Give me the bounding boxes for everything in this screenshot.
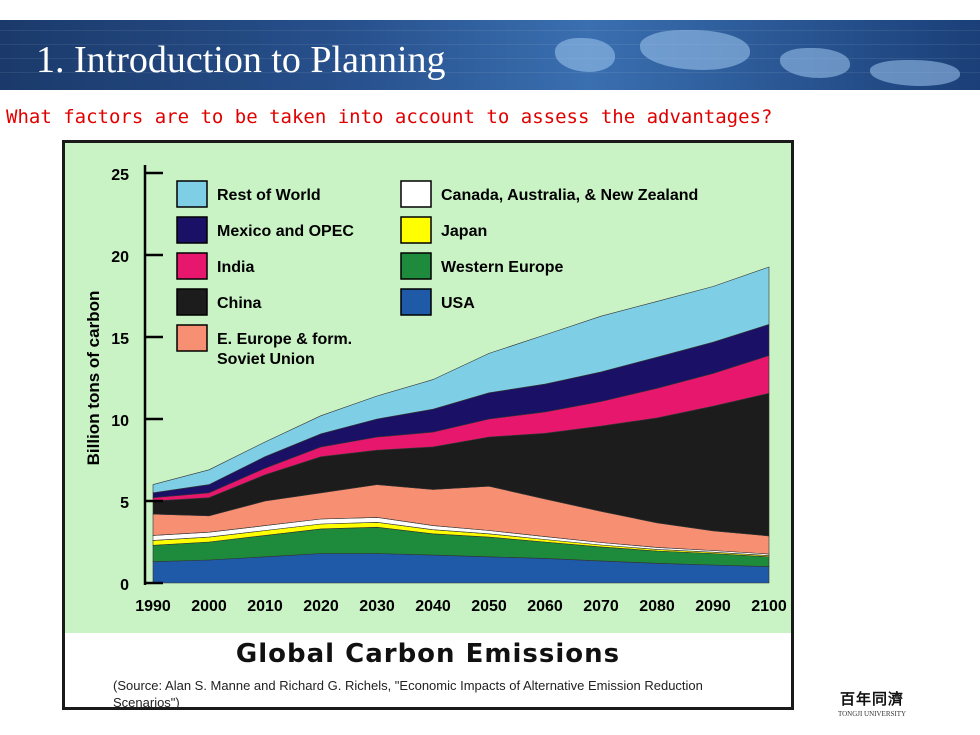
legend-label: Mexico and OPEC bbox=[217, 223, 354, 240]
logo-english-text: TONGJI UNIVERSITY bbox=[837, 710, 907, 718]
slide-question: What factors are to be taken into accoun… bbox=[6, 106, 773, 128]
university-logo: 百年同濟 TONGJI UNIVERSITY bbox=[812, 688, 932, 718]
legend-label: USA bbox=[441, 295, 475, 312]
legend-label: China bbox=[217, 295, 262, 312]
slide-title: 1. Introduction to Planning bbox=[36, 39, 446, 81]
legend-label: Japan bbox=[441, 223, 487, 240]
legend-label: India bbox=[217, 259, 254, 276]
y-tick-label: 20 bbox=[111, 249, 129, 266]
legend-swatch-canada-australia-new-zealand bbox=[400, 180, 432, 208]
legend-label: Rest of World bbox=[217, 187, 321, 204]
slide-title-bar: 1. Introduction to Planning bbox=[0, 20, 980, 90]
area-rest-of-world bbox=[152, 266, 770, 494]
x-tick-label: 2090 bbox=[695, 598, 731, 615]
chart-frame: 0 5 10 15 20 25 1990 2000 2010 2020 2030 2040 2050 20… bbox=[62, 140, 794, 710]
x-tick-label: 2080 bbox=[639, 598, 675, 615]
y-tick-label: 0 bbox=[120, 577, 129, 594]
x-tick-label: 2000 bbox=[191, 598, 227, 615]
legend-swatch-rest-of-world bbox=[176, 180, 208, 208]
x-tick-label: 2100 bbox=[751, 598, 787, 615]
legend-swatch-western-europe bbox=[400, 252, 432, 280]
x-tick-label: 2060 bbox=[527, 598, 563, 615]
y-axis-label: Billion tons of carbon bbox=[84, 291, 103, 466]
logo-chinese-text: 百年同濟 bbox=[839, 690, 904, 708]
world-map-graphic bbox=[555, 38, 615, 72]
y-tick-label: 25 bbox=[111, 167, 129, 184]
x-tick-label: 2040 bbox=[415, 598, 451, 615]
legend-swatch-japan bbox=[400, 216, 432, 244]
x-tick-label: 2010 bbox=[247, 598, 283, 615]
legend-label: Western Europe bbox=[441, 259, 564, 276]
legend-label: Soviet Union bbox=[217, 351, 315, 368]
legend-swatch-mexico-and-opec bbox=[176, 216, 208, 244]
y-tick-label: 15 bbox=[111, 331, 129, 348]
stacked-area-chart: 0 5 10 15 20 25 1990 2000 2010 2020 2030 2040 2050 20… bbox=[84, 165, 787, 615]
x-tick-label: 2020 bbox=[303, 598, 339, 615]
x-tick-label: 2050 bbox=[471, 598, 507, 615]
chart-title: Global Carbon Emissions bbox=[235, 639, 621, 669]
legend-swatch-e-europe-form-soviet-union bbox=[176, 324, 208, 352]
legend-swatch-china bbox=[176, 288, 208, 316]
legend-swatch-india bbox=[176, 252, 208, 280]
x-tick-label: 2030 bbox=[359, 598, 395, 615]
y-tick-label: 5 bbox=[120, 495, 129, 512]
legend-label: Canada, Australia, & New Zealand bbox=[441, 187, 698, 204]
x-tick-label: 1990 bbox=[135, 598, 171, 615]
legend-swatch-usa bbox=[400, 288, 432, 316]
y-tick-label: 10 bbox=[111, 413, 129, 430]
x-tick-label: 2070 bbox=[583, 598, 619, 615]
legend-label: E. Europe & form. bbox=[217, 331, 352, 348]
chart-source: (Source: Alan S. Manne and Richard G. Ri… bbox=[113, 678, 703, 710]
